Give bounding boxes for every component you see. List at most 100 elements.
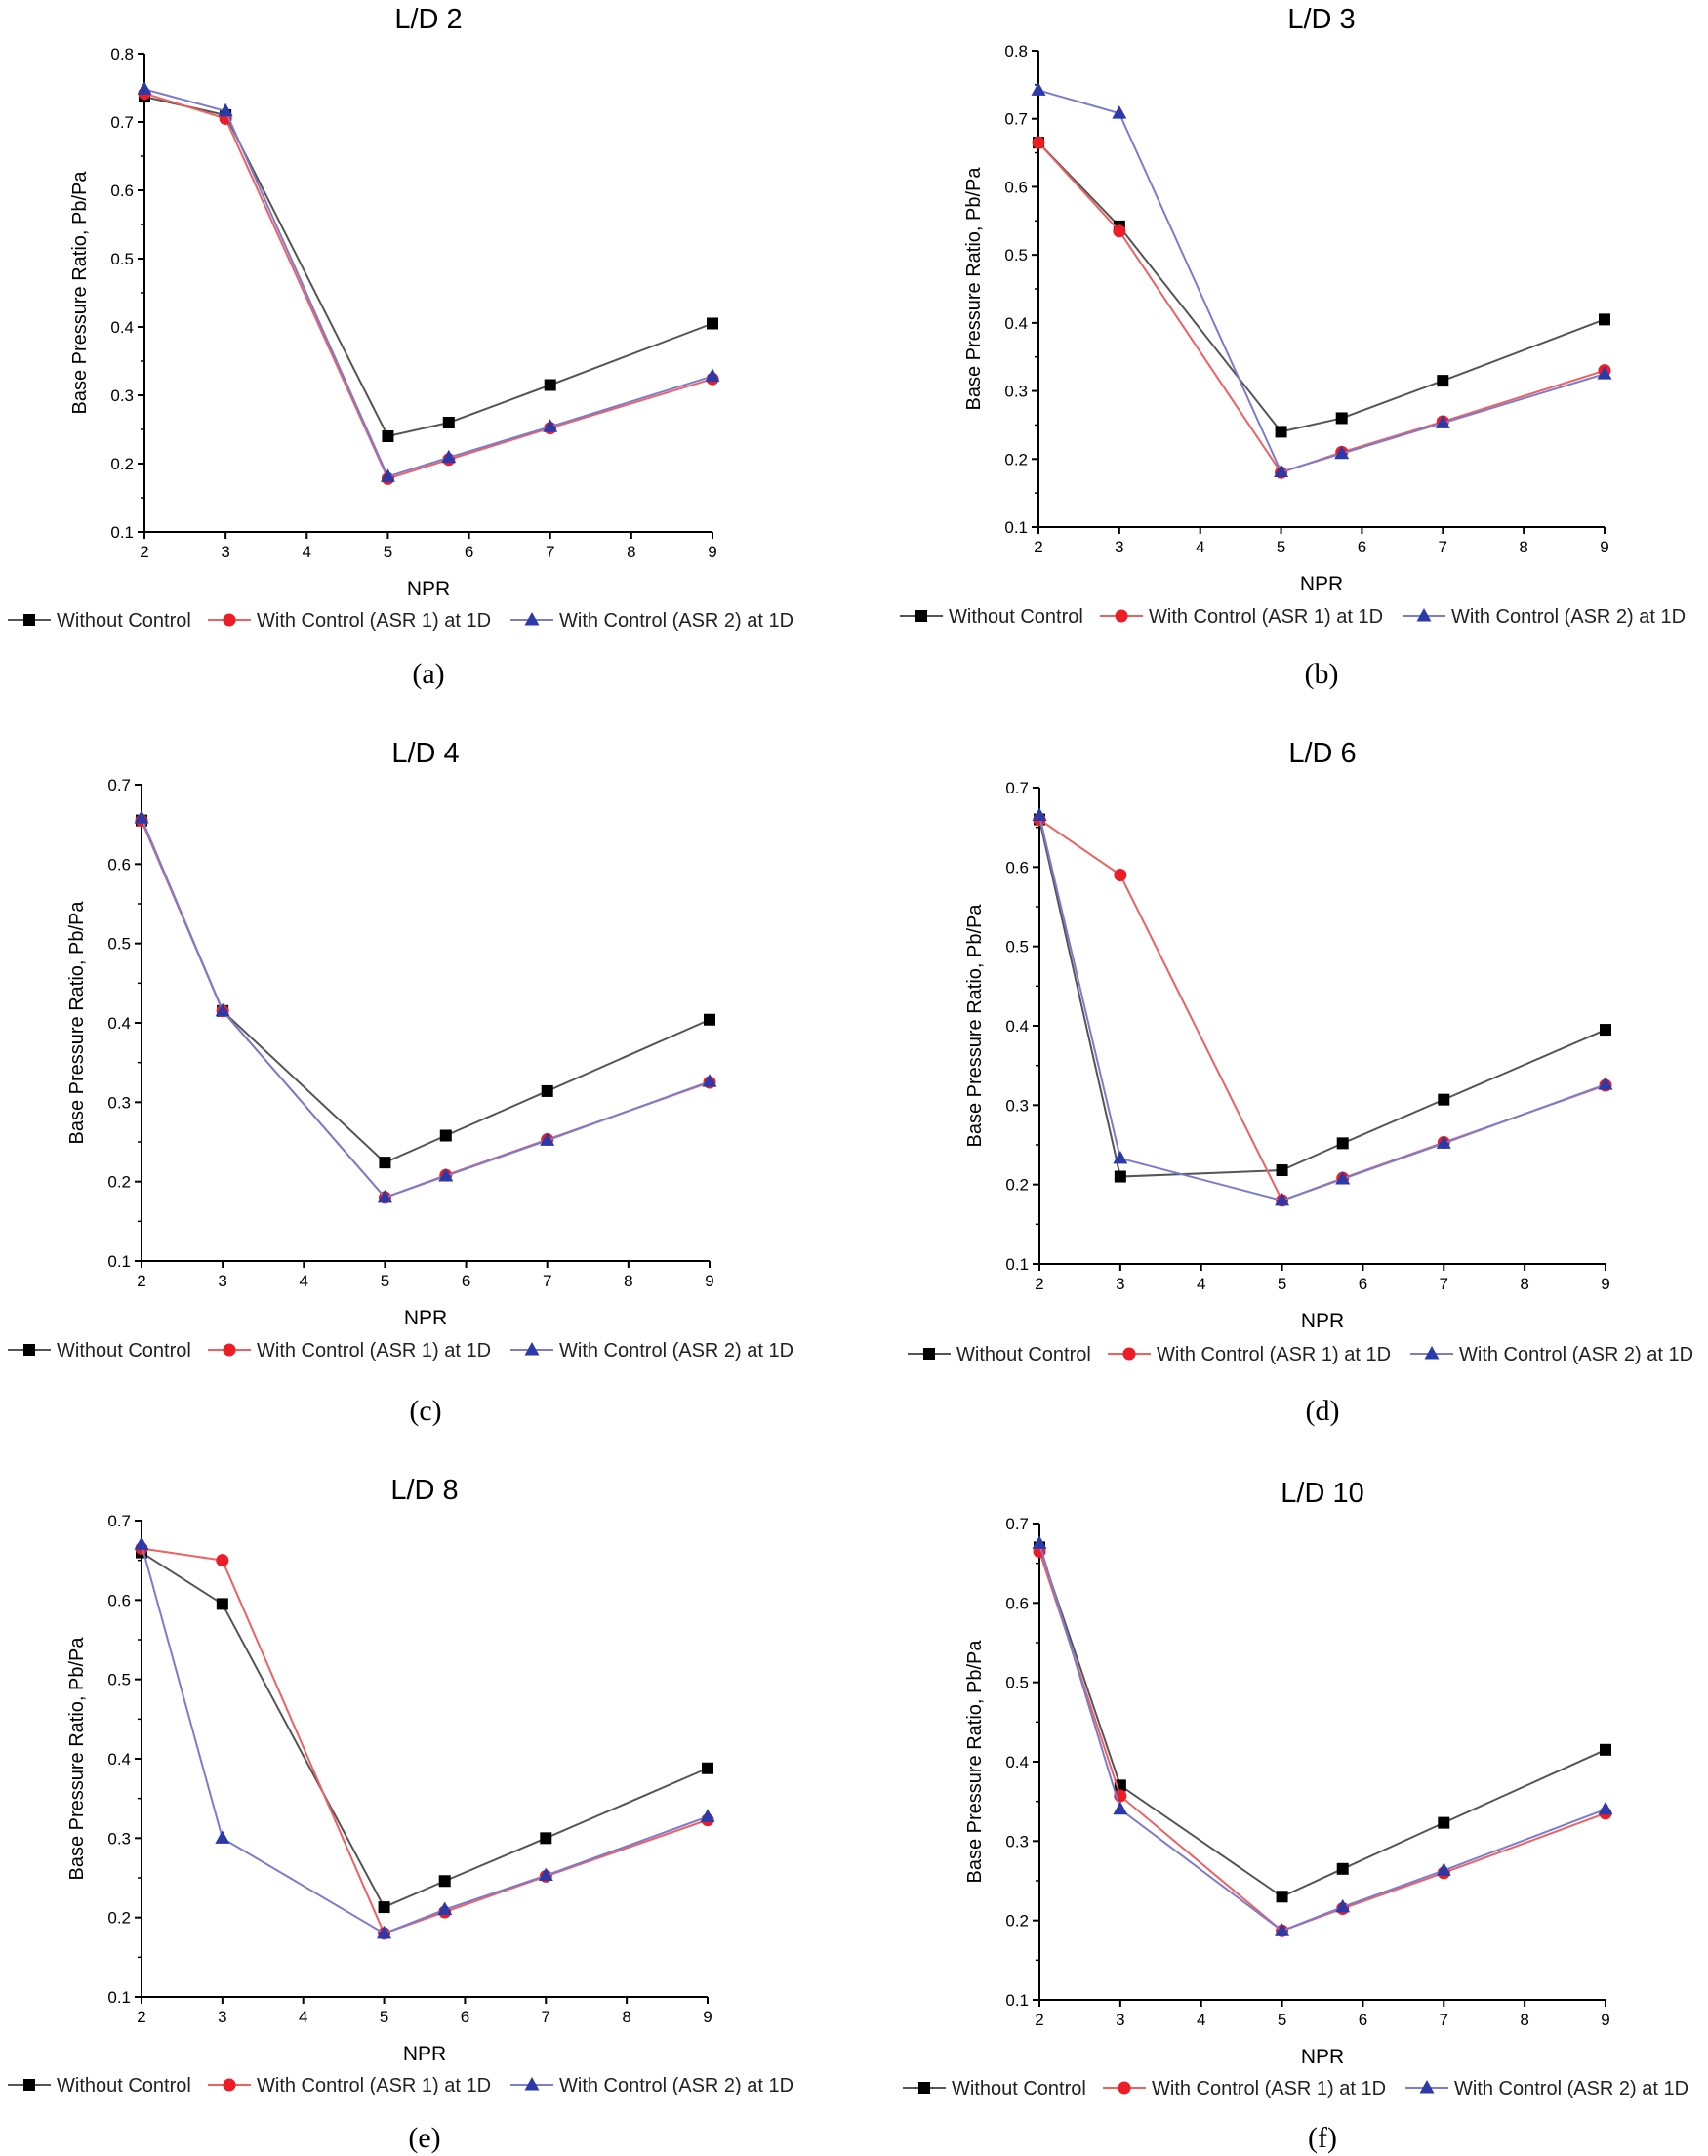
legend-marker [524,1342,540,1356]
x-tick-label: 3 [221,543,229,561]
data-point [1032,136,1045,149]
legend-label: With Control (ASR 2) at 1D [1451,606,1686,628]
x-tick-label: 6 [465,543,473,561]
y-tick-label: 0.7 [110,113,134,132]
y-tick-label: 0.5 [1005,1674,1029,1692]
data-point [1275,426,1287,438]
y-tick-label: 0.1 [1004,518,1028,537]
y-tick-label: 0.2 [1005,1912,1029,1931]
x-tick-label: 8 [1520,2011,1528,2029]
x-tick-label: 5 [381,1272,389,1290]
data-point [1436,1135,1451,1149]
chart-panel-c: L/D 4 0.1 0.2 0.3 0.4 0.5 0.6 0.7 2 3 4 5 6 7 8 9 NPR Bas… [8,738,793,1427]
x-tick-label: 5 [384,543,392,561]
data-point [1598,1801,1613,1815]
data-point [215,1830,230,1844]
data-point [1032,1535,1047,1549]
series-asr2 [1032,807,1613,1206]
x-tick-label: 8 [622,2008,630,2026]
chart-title: L/D 2 [394,4,462,35]
legend-label: Without Control [956,1344,1091,1365]
data-point [1032,807,1047,821]
series-line [1037,142,1606,433]
y-tick-label: 0.2 [107,1909,131,1928]
x-tick-label: 4 [1196,538,1204,556]
data-point [1436,1862,1451,1876]
legend-marker [923,1348,935,1360]
caption: (f) [1308,2122,1337,2154]
data-point [544,379,556,391]
y-axis-label: Base Pressure Ratio, Pb/Pa [964,904,986,1148]
x-tick-label: 9 [1601,1275,1609,1293]
data-point [377,1189,392,1203]
data-point [1600,1024,1611,1037]
series-line [1037,89,1606,473]
chart-panel-d: L/D 6 0.1 0.2 0.3 0.4 0.5 0.6 0.7 2 3 4 5 6 7 8 9 NPR Bas… [908,738,1693,1427]
series-without-control [139,91,718,442]
x-tick-label: 2 [137,1272,145,1290]
x-tick-label: 7 [543,1272,551,1290]
legend-label: Without Control [952,2078,1086,2099]
data-point [1335,1898,1351,1913]
legend-label: With Control (ASR 1) at 1D [1149,606,1383,628]
data-point [438,1167,454,1182]
legend-label: With Control (ASR 2) at 1D [1454,2078,1688,2099]
y-tick-label: 0.6 [1005,1594,1029,1612]
data-point [437,1901,453,1916]
y-tick-label: 0.4 [1004,314,1028,333]
y-tick-label: 0.6 [107,1591,131,1609]
series-asr1 [1033,813,1612,1207]
data-point [705,368,720,382]
data-point [380,468,395,482]
data-point [378,1901,390,1914]
y-tick-label: 0.2 [107,1173,131,1192]
data-point [1275,1923,1290,1936]
chart-panel-f: L/D 10 0.1 0.2 0.3 0.4 0.5 0.6 0.7 2 3 4 5 6 7 8 9 NPR Ba… [903,1478,1688,2154]
legend-marker [915,610,927,622]
y-tick-label: 0.1 [1005,1255,1029,1274]
legend-marker [23,2079,35,2091]
legend-marker [1419,2080,1435,2094]
data-point [215,1002,230,1017]
x-tick-label: 2 [140,543,148,561]
x-tick-label: 9 [705,1272,713,1290]
y-tick-label: 0.8 [110,45,134,63]
data-point [134,810,149,824]
x-tick-label: 7 [1440,1275,1448,1293]
data-point [704,1013,715,1026]
legend-marker [1424,1346,1440,1360]
y-tick-label: 0.1 [110,523,134,542]
x-tick-label: 6 [1359,2011,1367,2029]
series-line [141,1551,709,1909]
x-tick-label: 2 [1035,1275,1043,1293]
legend-label: With Control (ASR 1) at 1D [1152,2078,1386,2099]
series-asr2 [134,810,717,1203]
y-tick-label: 0.7 [1004,110,1028,129]
y-tick-label: 0.3 [107,1829,131,1848]
data-point [1438,1816,1450,1829]
x-tick-label: 4 [300,1272,308,1290]
data-point [1334,445,1350,460]
chart-panel-a: L/D 2 0.1 0.2 0.3 0.4 0.5 0.6 0.7 0.8 2 3 4 5 6 7 8 9 NPR… [8,4,793,690]
y-tick-label: 0.6 [1005,858,1029,876]
data-point [1335,412,1348,425]
legend-label: Without Control [57,2075,191,2096]
legend-label: Without Control [57,610,191,631]
series-line [141,1547,709,1935]
x-axis-label: NPR [1300,573,1343,595]
legend-label: Without Control [57,1340,191,1362]
data-point [1597,366,1612,380]
x-tick-label: 6 [1359,1275,1367,1293]
y-tick-label: 0.5 [1004,246,1028,264]
x-tick-label: 5 [380,2008,388,2026]
data-point [1113,1801,1128,1815]
data-point [1113,224,1126,238]
series-line [1038,1547,1606,1898]
x-tick-label: 2 [1035,2011,1043,2029]
data-point [438,1875,451,1888]
y-tick-label: 0.7 [107,776,131,794]
x-tick-label: 7 [546,543,554,561]
legend-label: With Control (ASR 1) at 1D [257,2075,491,2096]
data-point [1335,1170,1351,1185]
x-tick-label: 4 [299,2008,307,2026]
